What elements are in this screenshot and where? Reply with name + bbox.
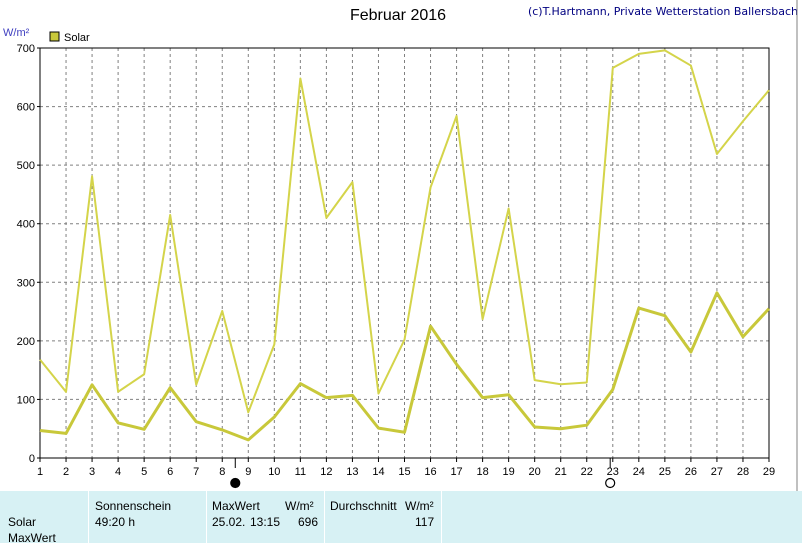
x-tick-label: 6 [167,466,173,478]
durchschnitt-header: Durchschnitt [330,499,397,513]
sonnenschein-header: Sonnenschein [95,499,172,513]
y-tick-label: 200 [17,336,35,348]
x-tick-label: 24 [633,466,645,478]
x-tick-label: 1 [37,466,43,478]
chart-title: Februar 2016 [350,7,446,24]
maxwert-header: MaxWert [212,499,260,513]
x-tick-label: 4 [115,466,121,478]
maxwert-unit: W/m² [285,499,314,513]
x-tick-label: 29 [763,466,775,478]
x-tick-label: 2 [63,466,69,478]
x-tick-label: 13 [346,466,358,478]
row-label-maxwert: MaxWert [8,531,56,545]
y-tick-label: 400 [17,219,35,231]
x-tick-label: 28 [737,466,749,478]
series-lines [39,49,771,442]
y-tick-label: 0 [29,453,35,465]
moon-markers [230,458,616,489]
sonnenschein-value: 49:20 h [95,515,136,529]
x-tick-label: 10 [268,466,280,478]
series-line-mean [39,291,771,442]
x-tick-label: 20 [529,466,541,478]
series-line-max [39,49,770,414]
x-tick-label: 16 [424,466,436,478]
durchschnitt-value: 117 [415,515,435,529]
x-tick-label: 12 [320,466,332,478]
y-tick-label: 300 [17,277,35,289]
solar-chart: Februar 2016 (c)T.Hartmann, Private Wett… [3,0,798,491]
y-tick-label: 500 [17,160,35,172]
x-tick-label: 17 [450,466,462,478]
x-tick-label: 14 [372,466,384,478]
x-tick-label: 26 [685,466,697,478]
legend-swatch [49,31,60,42]
x-tick-label: 15 [398,466,410,478]
y-axis-unit: W/m² [3,27,30,39]
full-moon-icon [605,477,616,489]
x-tick-label: 19 [503,466,515,478]
x-tick-label: 5 [141,466,147,478]
grid [40,48,769,458]
maxwert-date: 25.02. [212,515,246,529]
x-tick-label: 9 [245,466,251,478]
maxwert-value: 696 [298,515,319,529]
x-tick-label: 8 [219,466,225,478]
x-tick-label: 22 [581,466,593,478]
y-tick-label: 100 [17,394,35,406]
new-moon-icon [230,477,241,489]
legend-label: Solar [64,32,90,44]
credit-text: (c)T.Hartmann, Private Wetterstation Bal… [528,5,798,18]
x-tick-label: 23 [607,466,619,478]
durchschnitt-unit: W/m² [405,499,434,513]
x-tick-label: 3 [89,466,95,478]
summary-panel: Solar MaxWert Sonnenschein 49:20 h MaxWe… [0,491,802,545]
maxwert-time: 13:15 [250,515,281,529]
x-tick-label: 11 [295,466,306,478]
row-label-solar: Solar [8,515,37,529]
x-tick-label: 7 [193,466,199,478]
x-tick-label: 21 [555,466,567,478]
y-tick-label: 700 [17,43,35,55]
x-tick-label: 25 [659,466,671,478]
y-tick-label: 600 [17,102,35,114]
x-tick-label: 18 [476,466,488,478]
x-tick-label: 27 [711,466,723,478]
